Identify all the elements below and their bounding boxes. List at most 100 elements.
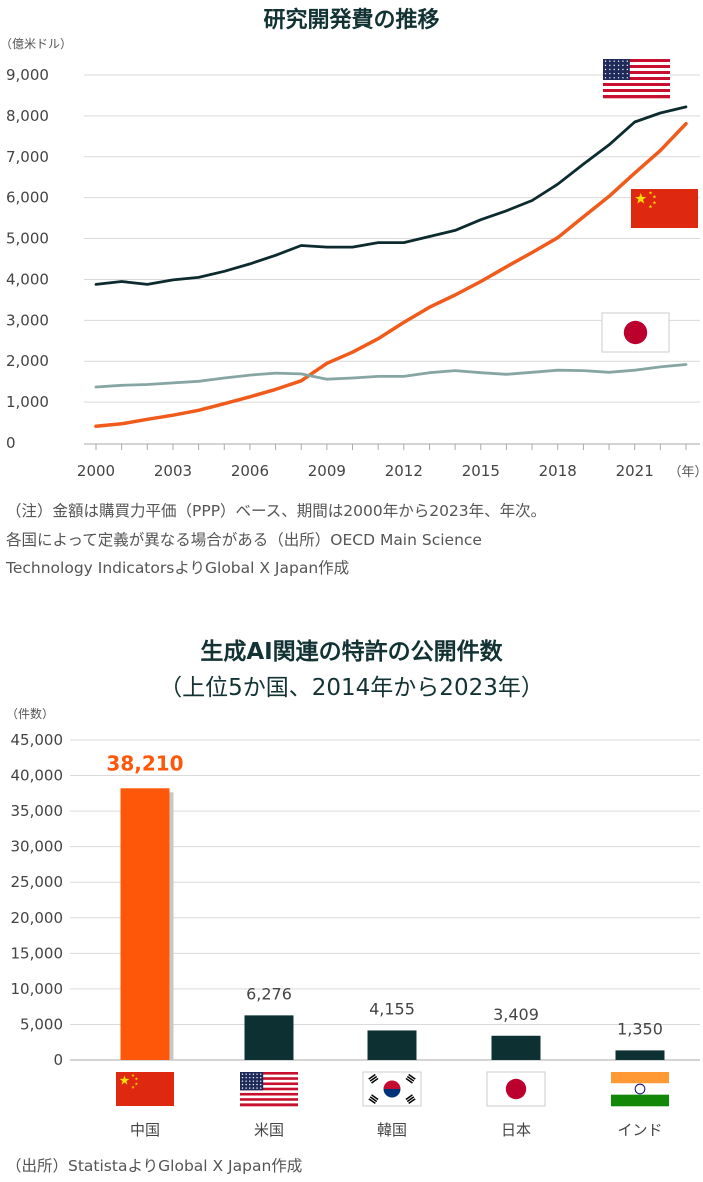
flag-star bbox=[260, 1073, 262, 1075]
flag-star bbox=[613, 64, 615, 67]
bar bbox=[491, 1035, 541, 1060]
series-line-usa bbox=[94, 105, 688, 286]
flag-stripe bbox=[603, 74, 670, 78]
flag-taegeuk bbox=[383, 1080, 401, 1089]
chart2-unit-label: （件数） bbox=[6, 707, 55, 721]
flag-star bbox=[613, 72, 615, 75]
series-line-china bbox=[94, 121, 688, 428]
flag-china-icon bbox=[116, 1072, 174, 1106]
flag-star bbox=[119, 1075, 130, 1085]
flag-stripe bbox=[240, 1079, 298, 1083]
line-chart: 0 1,000 2,000 3,000 4,000 5,000 6,000 7,000 8,00… bbox=[6, 59, 703, 480]
flag-japan-icon bbox=[601, 312, 670, 353]
flag-star bbox=[626, 77, 628, 79]
x-tick-label: 2012 bbox=[385, 462, 423, 480]
flag-stripe bbox=[240, 1103, 298, 1107]
flag-star bbox=[604, 60, 607, 62]
y-tick-label: 0 bbox=[53, 1051, 63, 1069]
category-label: 日本 bbox=[501, 1121, 531, 1139]
flag-star bbox=[245, 1083, 247, 1086]
y-tick-label: 5,000 bbox=[20, 1015, 63, 1033]
bar bbox=[120, 788, 170, 1060]
flag-field bbox=[116, 1072, 174, 1106]
flag-star bbox=[245, 1076, 247, 1079]
flag-stripe bbox=[603, 77, 670, 81]
y-tick-label: 40,000 bbox=[11, 767, 64, 785]
y-tick-label: 5,000 bbox=[6, 230, 49, 248]
flag-stripe bbox=[240, 1095, 298, 1099]
flag-star bbox=[256, 1076, 258, 1079]
flag-band bbox=[611, 1072, 669, 1084]
flag-stripe bbox=[240, 1092, 298, 1096]
flag-bar bbox=[408, 1098, 416, 1105]
chart1-title: 研究開発費の推移 bbox=[263, 8, 440, 33]
flag-bar bbox=[369, 1096, 378, 1103]
flag-bar bbox=[368, 1073, 376, 1080]
flag-star bbox=[617, 77, 620, 79]
flag-china-icon bbox=[631, 189, 698, 228]
series-line-japan bbox=[94, 363, 688, 389]
x-tick-label: 2021 bbox=[616, 462, 654, 480]
flag-star bbox=[241, 1080, 244, 1082]
y-tick-label: 15,000 bbox=[11, 944, 64, 962]
flag-star bbox=[613, 60, 615, 62]
flag-star bbox=[249, 1076, 251, 1079]
flag-star bbox=[134, 1082, 139, 1086]
flag-star bbox=[256, 1087, 258, 1089]
y-tick-label: 9,000 bbox=[6, 66, 49, 84]
flag-star bbox=[609, 60, 611, 62]
flag-stripe bbox=[603, 62, 670, 66]
flag-stripe bbox=[240, 1090, 298, 1094]
flag-star bbox=[249, 1080, 251, 1082]
flag-star bbox=[131, 1073, 135, 1077]
flag-stripe bbox=[240, 1074, 298, 1078]
y-tick-label: 45,000 bbox=[11, 731, 64, 749]
flag-stripe bbox=[240, 1087, 298, 1091]
flag-field bbox=[362, 1071, 422, 1107]
note-line: （注）金額は購買力平価（PPP）ベース、期間は2000年から2023年、年次。 bbox=[6, 502, 547, 520]
flag-star bbox=[260, 1087, 262, 1089]
flag-chakra bbox=[634, 1083, 646, 1095]
flag-canton bbox=[240, 1072, 264, 1091]
y-tick-label: 0 bbox=[6, 434, 16, 452]
flag-star bbox=[260, 1080, 262, 1082]
flag-india-icon bbox=[611, 1072, 669, 1107]
flag-usa-icon bbox=[603, 59, 670, 99]
flag-stripe bbox=[603, 71, 670, 75]
flag-star bbox=[626, 64, 628, 67]
flag-star bbox=[613, 68, 615, 71]
x-tick-label: 2018 bbox=[539, 462, 577, 480]
flag-bar bbox=[406, 1096, 415, 1103]
category-label: 中国 bbox=[130, 1121, 160, 1139]
data-label: 4,155 bbox=[369, 999, 415, 1018]
category-label: インド bbox=[617, 1121, 662, 1139]
chart1-unit-label: （億米ドル） bbox=[0, 37, 73, 51]
flag-bar bbox=[369, 1075, 378, 1082]
flag-star bbox=[626, 72, 628, 75]
flag-star bbox=[648, 190, 653, 195]
flag-star bbox=[622, 60, 624, 62]
x-tick-label: 2000 bbox=[77, 462, 115, 480]
bar bbox=[367, 1030, 417, 1060]
flag-trigram bbox=[368, 1073, 379, 1084]
y-tick-label: 2,000 bbox=[6, 352, 49, 370]
flag-star bbox=[604, 64, 607, 67]
flag-field bbox=[631, 189, 698, 228]
flag-star bbox=[241, 1087, 244, 1089]
flag-star bbox=[260, 1076, 262, 1079]
flag-star bbox=[652, 194, 657, 199]
flag-star bbox=[252, 1080, 255, 1082]
flag-stripe bbox=[240, 1098, 298, 1102]
data-label: 6,276 bbox=[246, 984, 292, 1003]
flag-star bbox=[241, 1076, 244, 1079]
flag-star bbox=[622, 68, 624, 71]
x-tick-label: 2015 bbox=[462, 462, 500, 480]
y-tick-label: 6,000 bbox=[6, 189, 49, 207]
note-line: 各国によって定義が異なる場合がある（出所）OECD Main Science bbox=[6, 530, 482, 549]
chart2-title: 生成AI関連の特許の公開件数 bbox=[200, 639, 503, 665]
flag-star bbox=[617, 60, 620, 62]
flag-bar bbox=[368, 1098, 376, 1105]
y-tick-label: 4,000 bbox=[6, 270, 49, 288]
flag-stripe bbox=[603, 59, 670, 63]
y-tick-label: 8,000 bbox=[6, 107, 49, 125]
